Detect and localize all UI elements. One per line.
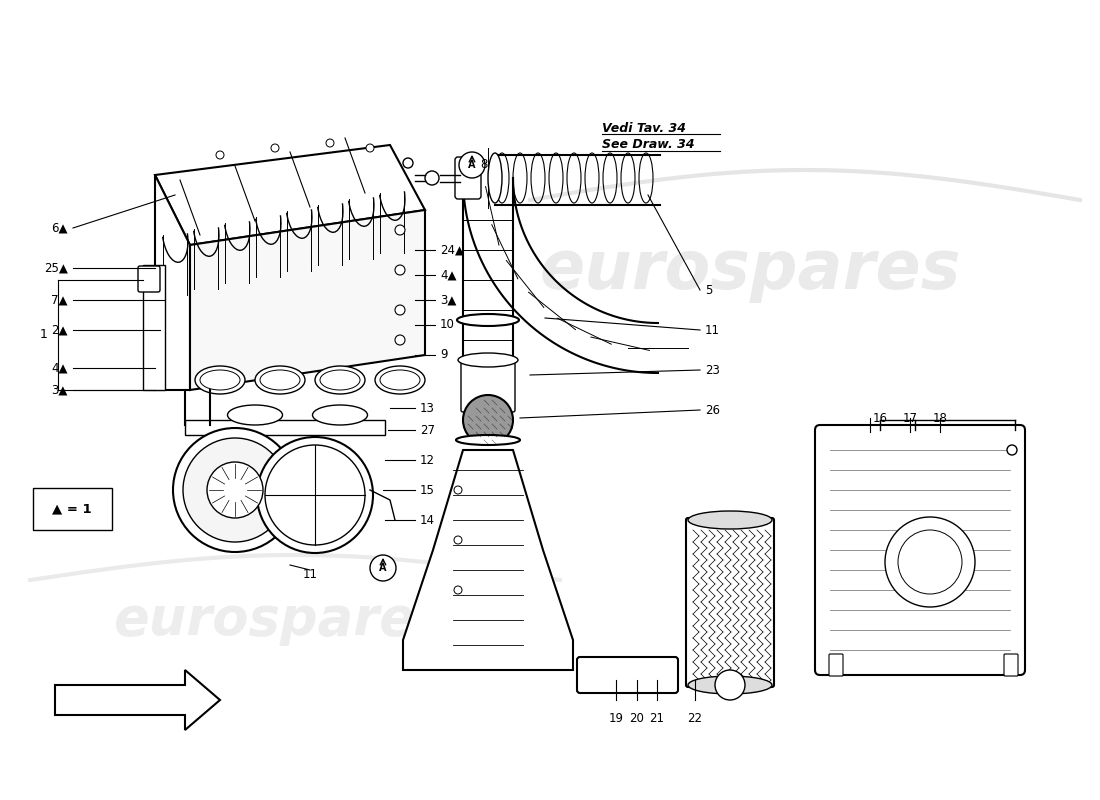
- Ellipse shape: [195, 366, 245, 394]
- Text: 13: 13: [420, 402, 434, 414]
- Text: 1: 1: [40, 329, 48, 342]
- Text: 17: 17: [902, 411, 917, 425]
- FancyBboxPatch shape: [578, 657, 678, 693]
- Text: 27: 27: [420, 423, 434, 437]
- Circle shape: [366, 144, 374, 152]
- FancyBboxPatch shape: [33, 488, 112, 530]
- Circle shape: [216, 151, 224, 159]
- Text: 4▲: 4▲: [52, 362, 68, 374]
- Circle shape: [271, 144, 279, 152]
- Polygon shape: [190, 210, 425, 390]
- Circle shape: [326, 139, 334, 147]
- Text: 4▲: 4▲: [440, 269, 456, 282]
- Text: eurospares: eurospares: [539, 237, 960, 303]
- Ellipse shape: [375, 366, 425, 394]
- Circle shape: [395, 335, 405, 345]
- Text: 23: 23: [705, 363, 719, 377]
- Circle shape: [463, 395, 513, 445]
- FancyBboxPatch shape: [815, 425, 1025, 675]
- Text: 15: 15: [420, 483, 434, 497]
- Circle shape: [454, 586, 462, 594]
- Circle shape: [265, 445, 365, 545]
- FancyBboxPatch shape: [455, 157, 481, 199]
- Ellipse shape: [320, 370, 360, 390]
- FancyBboxPatch shape: [461, 358, 515, 412]
- Text: eurospares: eurospares: [113, 594, 447, 646]
- Ellipse shape: [688, 676, 772, 694]
- Circle shape: [886, 517, 975, 607]
- Ellipse shape: [458, 353, 518, 367]
- Circle shape: [173, 428, 297, 552]
- Circle shape: [459, 152, 485, 178]
- Circle shape: [425, 171, 439, 185]
- Text: 2▲: 2▲: [52, 323, 68, 337]
- Text: 22: 22: [688, 712, 703, 725]
- Text: Vedi Tav. 34: Vedi Tav. 34: [602, 122, 686, 134]
- Polygon shape: [55, 670, 220, 730]
- Text: 18: 18: [933, 411, 947, 425]
- Text: See Draw. 34: See Draw. 34: [602, 138, 694, 151]
- Circle shape: [395, 305, 405, 315]
- Ellipse shape: [688, 511, 772, 529]
- Text: 20: 20: [629, 712, 645, 725]
- Text: 10: 10: [440, 318, 455, 331]
- Text: 12: 12: [420, 454, 434, 466]
- Text: 24▲: 24▲: [440, 243, 464, 257]
- Text: 9: 9: [440, 349, 448, 362]
- Polygon shape: [155, 145, 425, 245]
- Circle shape: [454, 536, 462, 544]
- Text: 6▲: 6▲: [52, 222, 68, 234]
- Ellipse shape: [456, 435, 520, 445]
- Text: 14: 14: [420, 514, 434, 526]
- Ellipse shape: [228, 405, 283, 425]
- Text: 3▲: 3▲: [440, 294, 456, 306]
- Text: 26: 26: [705, 403, 720, 417]
- Ellipse shape: [488, 153, 502, 203]
- Circle shape: [183, 438, 287, 542]
- Circle shape: [403, 158, 412, 168]
- Ellipse shape: [200, 370, 240, 390]
- Text: 11: 11: [302, 569, 318, 582]
- Circle shape: [257, 437, 373, 553]
- Circle shape: [395, 225, 405, 235]
- Circle shape: [454, 486, 462, 494]
- Text: 5: 5: [705, 283, 713, 297]
- Ellipse shape: [456, 314, 519, 326]
- FancyBboxPatch shape: [829, 654, 843, 676]
- Ellipse shape: [312, 405, 367, 425]
- Text: ▲ = 1: ▲ = 1: [52, 502, 91, 515]
- Ellipse shape: [315, 366, 365, 394]
- Ellipse shape: [379, 370, 420, 390]
- Polygon shape: [143, 265, 165, 390]
- Polygon shape: [155, 175, 190, 390]
- Ellipse shape: [255, 366, 305, 394]
- Text: 8: 8: [480, 158, 487, 171]
- Text: 7▲: 7▲: [52, 294, 68, 306]
- Circle shape: [207, 462, 263, 518]
- Circle shape: [370, 555, 396, 581]
- Text: 3▲: 3▲: [52, 383, 68, 397]
- FancyBboxPatch shape: [686, 518, 774, 687]
- Text: A: A: [379, 563, 387, 573]
- Text: 19: 19: [608, 712, 624, 725]
- Circle shape: [898, 530, 962, 594]
- Circle shape: [715, 670, 745, 700]
- Text: 21: 21: [649, 712, 664, 725]
- Text: 25▲: 25▲: [44, 262, 68, 274]
- FancyBboxPatch shape: [1004, 654, 1018, 676]
- Circle shape: [1006, 445, 1018, 455]
- Text: A: A: [469, 160, 475, 170]
- Polygon shape: [185, 420, 385, 435]
- Circle shape: [395, 265, 405, 275]
- FancyBboxPatch shape: [138, 266, 160, 292]
- Ellipse shape: [260, 370, 300, 390]
- Polygon shape: [403, 450, 573, 670]
- Text: 11: 11: [705, 323, 720, 337]
- Text: 16: 16: [872, 411, 888, 425]
